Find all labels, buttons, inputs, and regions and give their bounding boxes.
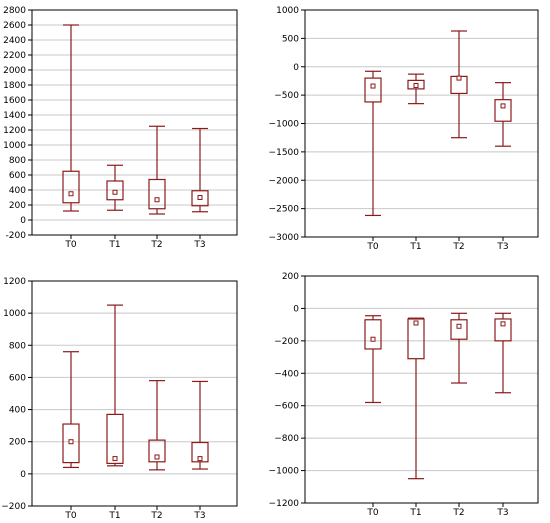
y-tick-label: 2000 [3, 66, 26, 76]
x-tick-label: T0 [366, 242, 378, 252]
median-marker [500, 321, 506, 327]
median-marker [456, 75, 462, 81]
x-tick-label: T2 [150, 240, 162, 250]
x-tick-label: T0 [64, 511, 76, 521]
y-tick-label: −3000 [269, 233, 300, 243]
x-tick-label: T2 [452, 508, 464, 518]
y-tick-label: 1200 [3, 277, 26, 287]
chart-panel-4: −1200 −1000 −800 −600 −400 −200 0 200 T0 T1 T2 T3 [269, 272, 539, 518]
median-marker [112, 456, 118, 462]
y-tick-label: −200 [1, 502, 26, 512]
x-tick-label: T1 [409, 242, 421, 252]
y-tick-label: 800 [9, 341, 26, 351]
chart-panel-1: -200 0 200 400 600 800 1000 1200 1400 1600 1800 200… [3, 6, 238, 250]
median-marker [68, 191, 74, 197]
median-marker [112, 189, 118, 195]
iqr-box [191, 441, 209, 463]
x-tick-label: T2 [452, 242, 464, 252]
iqr-box [106, 180, 124, 201]
iqr-box [494, 318, 512, 342]
y-tick-label: 1800 [3, 81, 26, 91]
median-marker [413, 320, 419, 326]
y-tick-label: 0 [293, 304, 299, 314]
y-tick-label: 0 [20, 470, 26, 480]
y-tick-label: 0 [293, 63, 299, 73]
plot-frame [304, 9, 539, 238]
median-marker [197, 456, 203, 462]
y-tick-label: 2800 [3, 6, 26, 16]
iqr-box [148, 178, 166, 210]
y-tick-label: 1000 [276, 6, 299, 16]
y-tick-label: 2400 [3, 36, 26, 46]
median-marker [413, 82, 419, 88]
x-tick-label: T3 [193, 240, 205, 250]
y-tick-label: −600 [274, 402, 299, 412]
x-tick-label: T0 [64, 240, 76, 250]
plot-frame [31, 280, 238, 507]
y-tick-label: −2500 [269, 205, 300, 215]
x-tick-label: T2 [150, 511, 162, 521]
y-tick-label: 200 [282, 272, 299, 282]
plot-frame [304, 275, 539, 504]
iqr-box [364, 319, 382, 350]
y-tick-label: 1000 [3, 141, 26, 151]
plot-frame [31, 9, 238, 236]
median-marker [370, 336, 376, 342]
iqr-box [364, 77, 382, 103]
iqr-box [62, 170, 80, 204]
y-tick-label: 600 [9, 373, 26, 383]
median-marker [370, 83, 376, 89]
median-marker [456, 323, 462, 329]
y-tick-label: −500 [274, 91, 299, 101]
x-tick-label: T3 [496, 508, 508, 518]
y-tick-label: 0 [20, 216, 26, 226]
y-tick-label: 1400 [3, 111, 26, 121]
y-tick-label: 400 [9, 406, 26, 416]
y-tick-label: 1600 [3, 96, 26, 106]
plot-area [32, 10, 237, 235]
y-tick-label: −200 [274, 337, 299, 347]
iqr-box [407, 318, 425, 360]
iqr-box [191, 190, 209, 207]
y-tick-label: −1500 [269, 148, 300, 158]
y-tick-label: -200 [6, 231, 27, 241]
x-tick-label: T1 [108, 511, 120, 521]
x-tick-label: T3 [193, 511, 205, 521]
iqr-box [106, 413, 124, 465]
plot-area [32, 281, 237, 506]
y-tick-label: 500 [282, 34, 299, 44]
x-tick-label: T1 [409, 508, 421, 518]
y-tick-label: 1000 [3, 309, 26, 319]
y-tick-label: −1000 [269, 120, 300, 130]
y-tick-label: −1000 [269, 467, 300, 477]
iqr-box [450, 319, 468, 340]
y-tick-label: 600 [9, 171, 26, 181]
iqr-box [407, 79, 425, 90]
y-tick-label: −2000 [269, 176, 300, 186]
y-tick-label: 1200 [3, 126, 26, 136]
median-marker [154, 197, 160, 203]
iqr-box [494, 99, 512, 122]
y-tick-label: 200 [9, 201, 26, 211]
chart-panel-3: −200 0 200 400 600 800 1000 1200 T0 T1 T2 T3 [1, 277, 238, 521]
x-tick-label: T1 [108, 240, 120, 250]
y-tick-label: −800 [274, 434, 299, 444]
median-marker [68, 439, 74, 445]
y-tick-label: 400 [9, 186, 26, 196]
iqr-box [62, 423, 80, 464]
median-marker [154, 454, 160, 460]
median-marker [197, 195, 203, 200]
y-tick-label: 2600 [3, 21, 26, 31]
x-tick-label: T3 [496, 242, 508, 252]
y-tick-label: 800 [9, 156, 26, 166]
y-tick-label: 200 [9, 438, 26, 448]
iqr-box [148, 439, 166, 463]
y-tick-label: −1200 [269, 499, 300, 509]
x-tick-label: T0 [366, 508, 378, 518]
chart-panel-2: −3000 −2500 −2000 −1500 −1000 −500 0 500 1000 T0 T… [269, 6, 539, 252]
median-marker [500, 103, 506, 109]
y-tick-label: −400 [274, 369, 299, 379]
y-tick-label: 2200 [3, 51, 26, 61]
